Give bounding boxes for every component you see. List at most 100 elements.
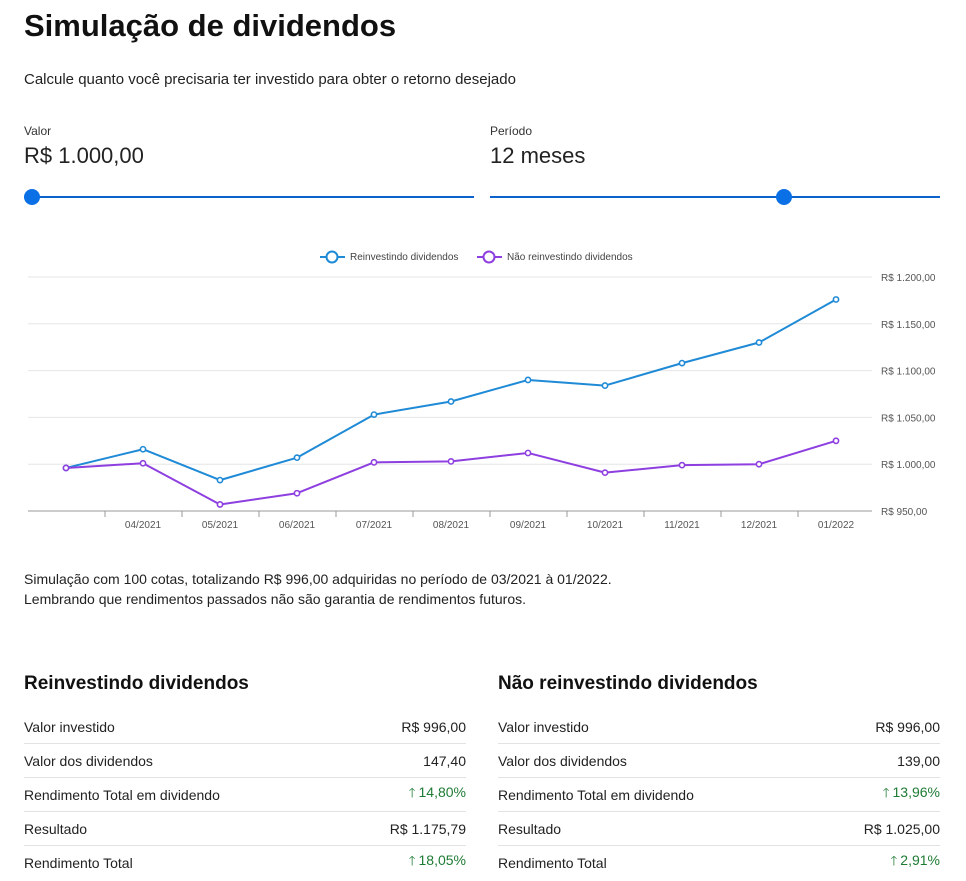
data-point-no-reinvest bbox=[678, 461, 686, 469]
data-point-no-reinvest bbox=[216, 501, 224, 508]
arrow-up-icon: 🡑 bbox=[890, 853, 898, 868]
row-value: 139,00 bbox=[897, 752, 940, 769]
data-point-reinvest bbox=[370, 411, 378, 418]
data-point-reinvest bbox=[447, 398, 455, 405]
row-label: Resultado bbox=[24, 820, 88, 837]
x-tick-label: 09/2021 bbox=[510, 520, 547, 531]
data-point-reinvest bbox=[601, 382, 609, 389]
periodo-label: Período bbox=[490, 124, 533, 138]
chart-grid bbox=[28, 276, 872, 512]
row-label: Rendimento Total bbox=[24, 855, 133, 871]
page-title: Simulação de dividendos bbox=[24, 8, 397, 43]
summary-row: Valor dos dividendos 147,40 bbox=[24, 744, 466, 778]
x-tick-label: 10/2021 bbox=[587, 520, 624, 531]
x-tick-label: 08/2021 bbox=[433, 520, 470, 531]
row-value-text: 2,91% bbox=[900, 852, 940, 868]
x-tick-label: 07/2021 bbox=[356, 520, 393, 531]
x-tick-label: 01/2022 bbox=[818, 520, 855, 531]
x-tick-label: 06/2021 bbox=[279, 520, 316, 531]
valor-label: Valor bbox=[24, 124, 52, 138]
data-point-reinvest bbox=[216, 476, 224, 484]
data-point-reinvest bbox=[832, 296, 840, 303]
y-tick-label: R$ 1.150,00 bbox=[881, 320, 936, 331]
y-tick-label: R$ 950,00 bbox=[881, 507, 928, 518]
row-value: R$ 996,00 bbox=[401, 718, 466, 735]
data-point-no-reinvest bbox=[370, 458, 378, 466]
row-label: Rendimento Total bbox=[498, 855, 607, 871]
summary-row: Valor dos dividendos 139,00 bbox=[498, 744, 940, 778]
row-label: Rendimento Total em dividendo bbox=[24, 786, 220, 803]
chart-legend[interactable]: Reinvestindo dividendos Não reinvestindo… bbox=[320, 250, 633, 264]
data-point-reinvest bbox=[755, 339, 763, 346]
data-point-no-reinvest bbox=[601, 469, 609, 477]
summary-row: Valor investido R$ 996,00 bbox=[24, 710, 466, 744]
y-tick-label: R$ 1.000,00 bbox=[881, 460, 936, 471]
summary-row: Rendimento Total em dividendo 🡑 14,80% bbox=[24, 778, 466, 812]
data-point-no-reinvest bbox=[832, 437, 840, 445]
summary-row: Rendimento Total 🡑 18,05% bbox=[24, 846, 466, 880]
legend-label-reinvest: Reinvestindo dividendos bbox=[350, 252, 458, 263]
series-line-reinvest bbox=[65, 298, 837, 482]
summary-row: Rendimento Total em dividendo 🡑 13,96% bbox=[498, 778, 940, 812]
valor-slider-thumb[interactable] bbox=[24, 189, 40, 205]
data-point-no-reinvest bbox=[62, 464, 70, 472]
row-label: Rendimento Total em dividendo bbox=[498, 786, 694, 803]
arrow-up-icon: 🡑 bbox=[408, 784, 416, 800]
row-value: R$ 996,00 bbox=[875, 718, 940, 735]
series-line-no-reinvest bbox=[65, 439, 837, 506]
row-value: 🡑 18,05% bbox=[409, 852, 466, 874]
no-reinvest-summary-title: Não reinvestindo dividendos bbox=[498, 673, 758, 694]
row-value: 147,40 bbox=[423, 752, 466, 769]
simulation-note: Simulação com 100 cotas, totalizando R$ … bbox=[24, 571, 612, 587]
row-value-text: 18,05% bbox=[418, 852, 466, 868]
row-value: R$ 1.175,79 bbox=[389, 820, 466, 837]
valor-slider-track[interactable] bbox=[24, 196, 474, 198]
arrow-up-icon: 🡑 bbox=[882, 784, 890, 800]
y-axis-ticks: R$ 1.200,00 R$ 1.150,00 R$ 1.100,00 R$ 1.05… bbox=[881, 273, 936, 518]
x-tick-label: 11/2021 bbox=[664, 520, 700, 531]
row-label: Valor dos dividendos bbox=[498, 752, 627, 769]
row-value: 🡑 13,96% bbox=[883, 784, 940, 806]
chart-series bbox=[62, 296, 840, 508]
legend-label-no-reinvest: Não reinvestindo dividendos bbox=[507, 252, 633, 263]
row-label: Valor investido bbox=[24, 718, 115, 735]
dividends-line-chart: Reinvestindo dividendos Não reinvestindo… bbox=[28, 250, 936, 531]
x-tick-label: 05/2021 bbox=[202, 520, 239, 531]
arrow-up-icon: 🡑 bbox=[408, 853, 416, 868]
valor-slider[interactable] bbox=[24, 186, 474, 208]
legend-item-reinvest[interactable]: Reinvestindo dividendos bbox=[320, 250, 458, 264]
data-point-no-reinvest bbox=[755, 460, 763, 468]
summary-row: Resultado R$ 1.175,79 bbox=[24, 812, 466, 846]
y-tick-label: R$ 1.050,00 bbox=[881, 413, 936, 424]
x-tick-label: 04/2021 bbox=[125, 520, 162, 531]
row-value: R$ 1.025,00 bbox=[863, 820, 940, 837]
data-point-no-reinvest bbox=[524, 449, 532, 457]
y-tick-label: R$ 1.100,00 bbox=[881, 367, 936, 378]
summary-row: Valor investido R$ 996,00 bbox=[498, 710, 940, 744]
summary-row: Resultado R$ 1.025,00 bbox=[498, 812, 940, 846]
data-point-reinvest bbox=[293, 454, 301, 462]
row-value-text: 14,80% bbox=[418, 783, 466, 800]
row-label: Valor investido bbox=[498, 718, 589, 735]
periodo-slider[interactable] bbox=[490, 186, 940, 208]
reinvest-summary: Reinvestindo dividendos Valor investido … bbox=[24, 672, 466, 880]
data-point-no-reinvest bbox=[139, 459, 147, 467]
data-point-no-reinvest bbox=[293, 489, 301, 497]
data-point-reinvest bbox=[139, 445, 147, 453]
periodo-slider-track[interactable] bbox=[490, 196, 940, 198]
y-tick-label: R$ 1.200,00 bbox=[881, 273, 936, 284]
periodo-value: 12 meses bbox=[490, 143, 586, 168]
disclaimer-note: Lembrando que rendimentos passados não s… bbox=[24, 591, 526, 607]
data-point-no-reinvest bbox=[447, 457, 455, 465]
periodo-slider-thumb[interactable] bbox=[776, 189, 793, 205]
data-point-reinvest bbox=[678, 359, 686, 367]
page-subtitle: Calcule quanto você precisaria ter inves… bbox=[24, 71, 516, 88]
x-tick-label: 12/2021 bbox=[741, 520, 778, 531]
x-axis-ticks: 04/2021 05/2021 06/2021 07/2021 08/2021 09/20… bbox=[104, 511, 855, 531]
legend-item-no-reinvest[interactable]: Não reinvestindo dividendos bbox=[477, 250, 633, 264]
row-value: 🡑 14,80% bbox=[409, 784, 466, 806]
row-label: Valor dos dividendos bbox=[24, 752, 153, 769]
data-point-reinvest bbox=[524, 376, 532, 384]
row-value-text: 13,96% bbox=[892, 783, 940, 800]
row-value: 🡑 2,91% bbox=[891, 852, 940, 874]
